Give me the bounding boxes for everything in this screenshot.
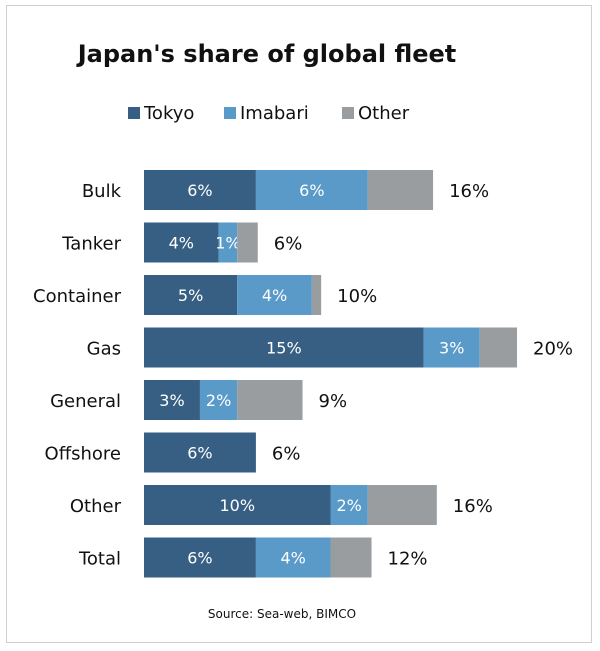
category-label-container: Container	[33, 286, 122, 307]
chart-title: Japan's share of global fleet	[76, 40, 457, 68]
bar-imabari-general	[199, 380, 238, 420]
total-label-tanker: 6%	[274, 234, 303, 255]
source-note: Source: Sea-web, BIMCO	[208, 607, 356, 621]
data-label-tokyo-container: 5%	[178, 286, 203, 305]
total-label-offshore: 6%	[272, 444, 301, 465]
total-label-total: 12%	[388, 549, 428, 570]
bar-imabari-total	[255, 537, 331, 578]
bar-other-other	[367, 485, 437, 525]
legend-label-tokyo: Tokyo	[143, 103, 194, 124]
bar-tokyo-bulk	[144, 170, 256, 210]
total-label-gas: 20%	[533, 339, 573, 360]
data-label-imabari-general: 2%	[206, 391, 231, 410]
data-label-imabari-bulk: 6%	[299, 181, 324, 200]
bar-other-container	[311, 275, 322, 315]
data-label-tokyo-tanker: 4%	[169, 234, 194, 253]
bar-imabari-other	[330, 485, 368, 525]
bar-tokyo-total	[144, 537, 256, 578]
total-label-container: 10%	[337, 286, 377, 307]
data-label-tokyo-total: 6%	[187, 549, 212, 568]
bar-tokyo-general	[144, 380, 200, 420]
legend-swatch-imabari	[224, 107, 236, 119]
legend-label-imabari: Imabari	[240, 103, 309, 124]
data-label-tokyo-bulk: 6%	[187, 181, 212, 200]
total-label-bulk: 16%	[449, 181, 489, 202]
bar-tokyo-gas	[144, 327, 424, 368]
data-label-tokyo-gas: 15%	[266, 339, 302, 358]
bar-other-gas	[479, 327, 517, 368]
bar-imabari-bulk	[255, 170, 368, 210]
bar-tokyo-tanker	[144, 222, 219, 263]
category-label-total: Total	[78, 549, 121, 570]
legend-label-other: Other	[358, 103, 410, 124]
bar-imabari-gas	[423, 327, 480, 368]
category-label-tanker: Tanker	[61, 234, 121, 255]
bar-imabari-container	[237, 275, 312, 315]
data-label-imabari-container: 4%	[262, 286, 287, 305]
category-label-offshore: Offshore	[45, 444, 121, 465]
bar-other-tanker	[237, 222, 258, 263]
bar-tokyo-offshore	[144, 432, 256, 473]
bar-imabari-tanker	[218, 222, 238, 263]
data-label-tokyo-other: 10%	[219, 496, 255, 515]
category-label-other: Other	[70, 496, 122, 517]
data-label-imabari-gas: 3%	[439, 339, 464, 358]
data-label-tokyo-general: 3%	[159, 391, 184, 410]
legend-swatch-tokyo	[128, 107, 140, 119]
category-label-bulk: Bulk	[82, 181, 122, 202]
bar-other-total	[330, 537, 372, 578]
chart-frame	[6, 5, 592, 643]
bar-other-bulk	[367, 170, 434, 210]
bar-tokyo-container	[144, 275, 238, 315]
data-label-imabari-tanker: 1%	[215, 234, 240, 253]
category-label-gas: Gas	[87, 339, 121, 360]
total-label-other: 16%	[453, 496, 493, 517]
legend-swatch-other	[342, 107, 354, 119]
bar-tokyo-other	[144, 485, 331, 525]
plot-area: Bulk 6% 6% 16% Tanker 4% 1% 6% Container 5% 4% 10% G…	[33, 170, 573, 578]
data-label-imabari-other: 2%	[336, 496, 361, 515]
data-label-tokyo-offshore: 6%	[187, 444, 212, 463]
bar-other-general	[237, 380, 303, 420]
category-label-general: General	[50, 391, 121, 412]
legend: Tokyo Imabari Other	[128, 103, 410, 124]
total-label-general: 9%	[319, 391, 348, 412]
data-label-imabari-total: 4%	[281, 549, 306, 568]
